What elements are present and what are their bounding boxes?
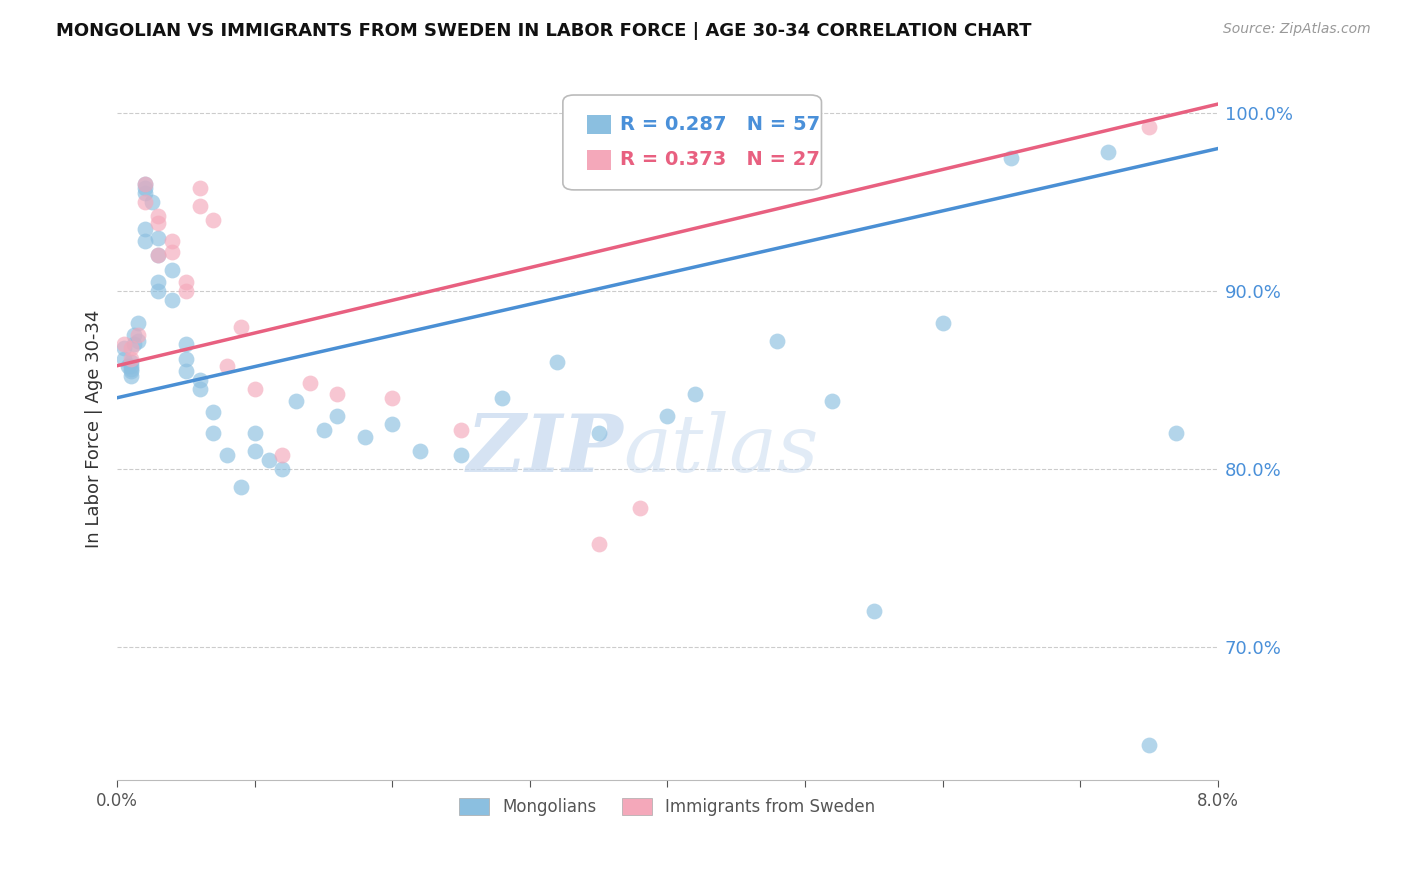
- Point: [112, 337, 135, 351]
- Point: [160, 262, 183, 277]
- Point: [127, 328, 149, 343]
- Text: Source: ZipAtlas.com: Source: ZipAtlas.com: [1223, 22, 1371, 37]
- Point: [229, 480, 252, 494]
- Text: ZIP: ZIP: [467, 411, 623, 489]
- Point: [120, 364, 142, 378]
- Point: [174, 351, 197, 366]
- Point: [117, 359, 139, 373]
- Point: [122, 328, 145, 343]
- Point: [1137, 120, 1160, 135]
- Point: [148, 275, 170, 289]
- Point: [148, 284, 170, 298]
- FancyBboxPatch shape: [562, 95, 821, 190]
- Point: [148, 216, 170, 230]
- Point: [188, 180, 211, 194]
- Point: [243, 444, 266, 458]
- Point: [148, 248, 170, 262]
- Point: [381, 391, 404, 405]
- Point: [174, 284, 197, 298]
- Point: [353, 430, 375, 444]
- Point: [134, 194, 156, 209]
- Point: [134, 221, 156, 235]
- Point: [1137, 738, 1160, 752]
- Point: [127, 334, 149, 348]
- Point: [271, 462, 294, 476]
- Point: [202, 212, 225, 227]
- Point: [1000, 151, 1022, 165]
- Point: [112, 341, 135, 355]
- Point: [450, 448, 472, 462]
- Point: [326, 409, 349, 423]
- Point: [120, 359, 142, 373]
- Point: [766, 334, 789, 348]
- Point: [491, 391, 513, 405]
- Point: [148, 209, 170, 223]
- Point: [409, 444, 432, 458]
- Text: R = 0.287   N = 57: R = 0.287 N = 57: [620, 115, 820, 134]
- Point: [120, 351, 142, 366]
- Point: [683, 387, 706, 401]
- Point: [174, 275, 197, 289]
- Point: [112, 351, 135, 366]
- Point: [862, 604, 884, 618]
- Text: R = 0.373   N = 27: R = 0.373 N = 27: [620, 150, 820, 169]
- Point: [381, 417, 404, 432]
- Legend: Mongolians, Immigrants from Sweden: Mongolians, Immigrants from Sweden: [451, 789, 884, 825]
- Point: [127, 316, 149, 330]
- Point: [326, 387, 349, 401]
- Point: [285, 394, 308, 409]
- Point: [134, 186, 156, 200]
- Point: [217, 359, 239, 373]
- Point: [148, 230, 170, 244]
- Point: [1166, 426, 1188, 441]
- Point: [312, 423, 335, 437]
- Point: [134, 178, 156, 192]
- Point: [588, 426, 610, 441]
- Point: [120, 355, 142, 369]
- Point: [628, 501, 651, 516]
- Point: [174, 337, 197, 351]
- Point: [134, 234, 156, 248]
- Point: [174, 364, 197, 378]
- Point: [120, 362, 142, 376]
- Point: [657, 409, 679, 423]
- Point: [243, 426, 266, 441]
- Bar: [588, 150, 612, 169]
- Point: [134, 178, 156, 192]
- Point: [122, 337, 145, 351]
- Point: [148, 248, 170, 262]
- Point: [188, 198, 211, 212]
- Point: [243, 382, 266, 396]
- Point: [271, 448, 294, 462]
- Point: [546, 355, 568, 369]
- Point: [450, 423, 472, 437]
- Y-axis label: In Labor Force | Age 30-34: In Labor Force | Age 30-34: [86, 310, 103, 548]
- Point: [160, 244, 183, 259]
- Point: [298, 376, 321, 391]
- Point: [202, 405, 225, 419]
- Point: [160, 234, 183, 248]
- Text: MONGOLIAN VS IMMIGRANTS FROM SWEDEN IN LABOR FORCE | AGE 30-34 CORRELATION CHART: MONGOLIAN VS IMMIGRANTS FROM SWEDEN IN L…: [56, 22, 1032, 40]
- Point: [120, 341, 142, 355]
- Point: [229, 319, 252, 334]
- Point: [217, 448, 239, 462]
- Point: [1097, 145, 1119, 160]
- Point: [160, 293, 183, 307]
- Point: [931, 316, 953, 330]
- Point: [202, 426, 225, 441]
- Point: [821, 394, 844, 409]
- Point: [257, 453, 280, 467]
- Point: [188, 382, 211, 396]
- Point: [188, 373, 211, 387]
- Point: [134, 180, 156, 194]
- Point: [120, 369, 142, 384]
- Point: [588, 536, 610, 550]
- Bar: [588, 115, 612, 135]
- Point: [141, 194, 163, 209]
- Text: atlas: atlas: [623, 411, 818, 489]
